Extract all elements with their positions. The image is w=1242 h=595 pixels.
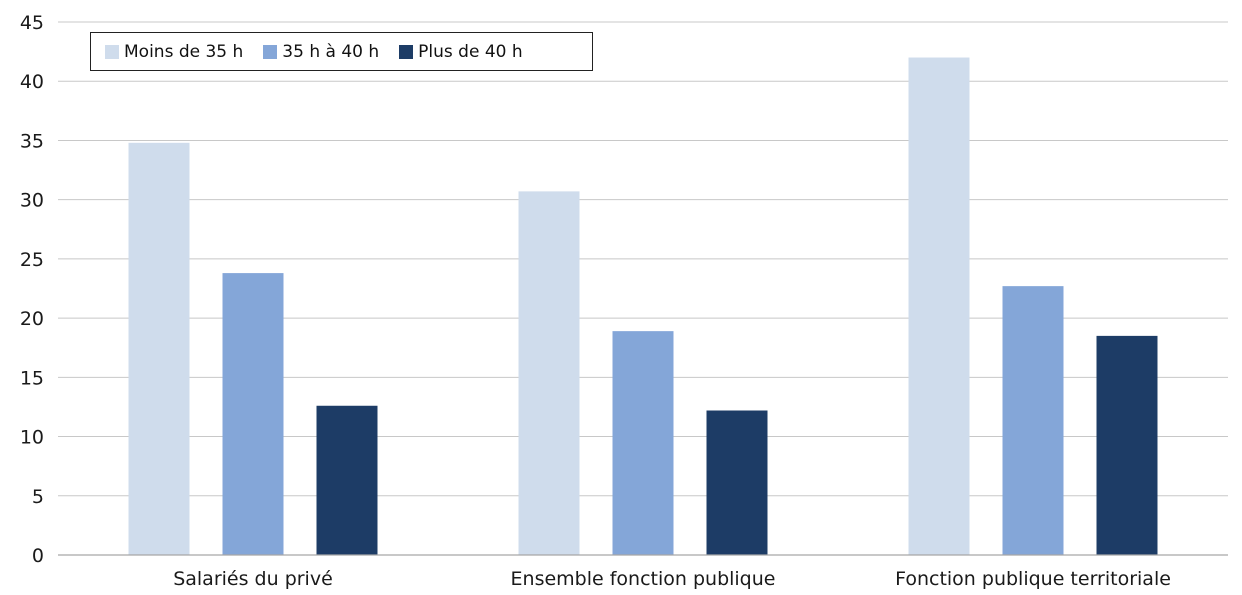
- legend-swatch: [399, 44, 414, 59]
- x-axis-categories: Salariés du privé Ensemble fonction publi…: [173, 568, 1171, 590]
- y-axis-ticks: 0 5 10 15 20 25 30 35 40 45: [20, 12, 44, 567]
- legend-swatch: [263, 44, 278, 59]
- y-tick-label: 15: [20, 367, 44, 389]
- bar: [222, 273, 284, 555]
- bar: [612, 331, 674, 555]
- bar: [908, 57, 970, 556]
- bar: [1096, 335, 1158, 555]
- y-tick-label: 30: [20, 190, 44, 212]
- legend-label: 35 h à 40 h: [282, 41, 380, 62]
- y-tick-label: 25: [20, 249, 44, 271]
- y-tick-label: 5: [32, 486, 44, 508]
- bar: [1002, 286, 1064, 555]
- legend-item-plus-de-40h: Plus de 40 h: [399, 41, 523, 62]
- x-category-label: Salariés du privé: [173, 568, 333, 590]
- x-category-label: Ensemble fonction publique: [511, 568, 776, 590]
- x-category-label: Fonction publique territoriale: [895, 568, 1171, 590]
- y-tick-label: 0: [32, 545, 44, 567]
- legend-label: Moins de 35 h: [124, 41, 244, 62]
- bar: [706, 410, 768, 555]
- y-tick-label: 20: [20, 308, 44, 330]
- y-tick-label: 45: [20, 12, 44, 34]
- legend-label: Plus de 40 h: [418, 41, 523, 62]
- bar: [128, 142, 190, 555]
- bars: [128, 57, 1158, 556]
- legend: Moins de 35 h 35 h à 40 h Plus de 40 h: [90, 32, 593, 71]
- legend-item-35h-a-40h: 35 h à 40 h: [263, 42, 379, 62]
- legend-swatch: [105, 44, 119, 59]
- bar: [316, 405, 378, 555]
- bar: [518, 191, 580, 555]
- y-tick-label: 10: [20, 427, 44, 449]
- legend-item-moins-de-35h: Moins de 35 h: [105, 42, 243, 62]
- y-tick-label: 40: [20, 71, 44, 93]
- y-tick-label: 35: [20, 130, 44, 152]
